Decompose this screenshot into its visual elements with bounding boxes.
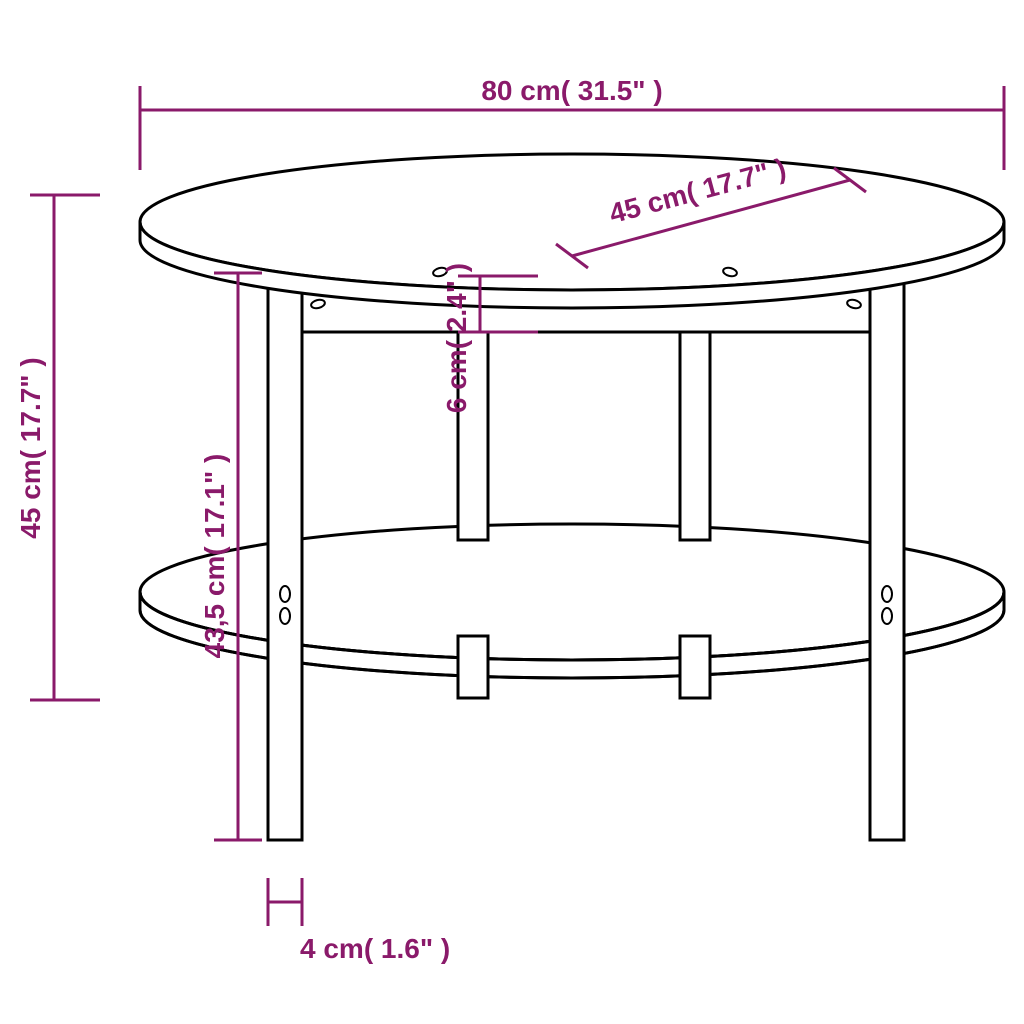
table-top <box>140 154 1004 308</box>
dim-height: 45 cm( 17.7" ) <box>15 195 100 700</box>
dim-leg-thickness: 4 cm( 1.6" ) <box>268 878 450 964</box>
dim-leg-height-label: 43,5 cm( 17.1" ) <box>199 454 230 659</box>
dim-width-label: 80 cm( 31.5" ) <box>481 75 662 106</box>
dim-leg-thickness-label: 4 cm( 1.6" ) <box>300 933 450 964</box>
dim-height-label: 45 cm( 17.7" ) <box>15 357 46 538</box>
dim-apron-label: 6 cm( 2.4" ) <box>441 263 472 413</box>
back-left-leg-foot <box>458 636 488 698</box>
back-right-leg-foot <box>680 636 710 698</box>
dimension-diagram: 80 cm( 31.5" ) 45 cm( 17.7" ) 45 cm( 17.… <box>0 0 1024 1024</box>
front-right-leg <box>870 272 904 840</box>
front-left-leg <box>268 272 302 840</box>
